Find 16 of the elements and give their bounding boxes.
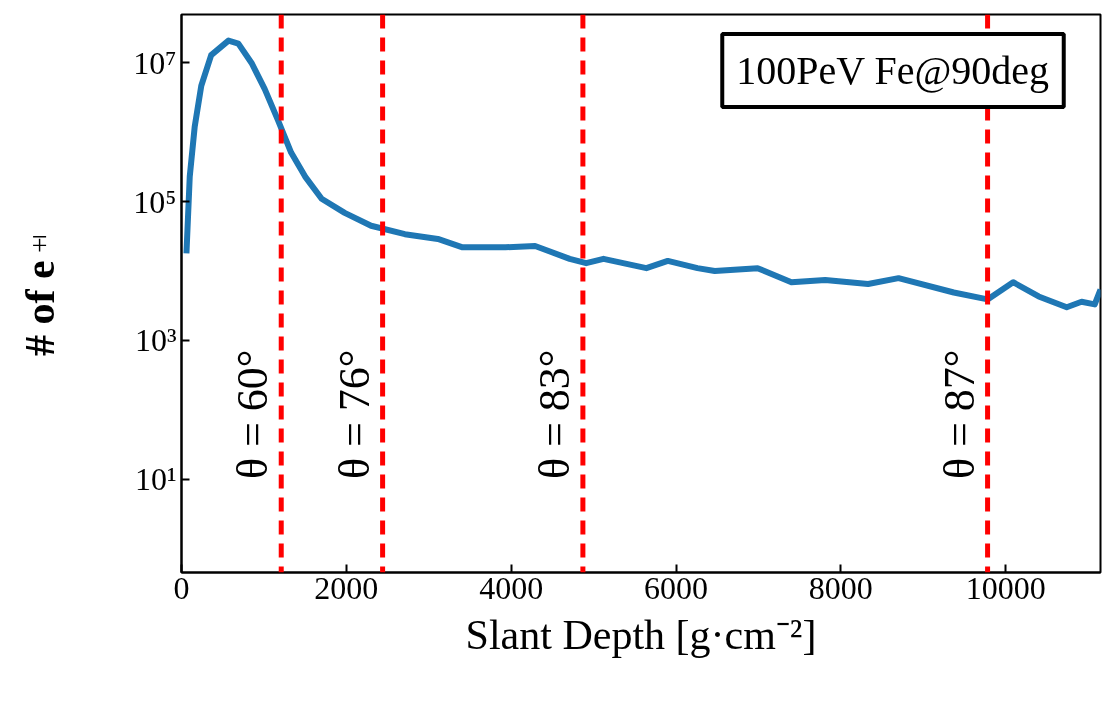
y-tick-label: 10⁵ [133, 183, 177, 220]
y-tick-label: 10³ [134, 322, 177, 359]
x-tick-label: 6000 [644, 569, 709, 606]
x-axis-title: Slant Depth [g·cm⁻²] [465, 611, 817, 658]
x-tick-label: 10000 [965, 569, 1046, 606]
x-tick-label: 8000 [808, 569, 873, 606]
annotation: θ = 87° [934, 349, 984, 480]
annotation: 100PeV Fe@90deg [736, 48, 1050, 94]
annotation: θ = 60° [228, 349, 278, 480]
x-tick-label: 2000 [314, 569, 379, 606]
annotation: θ = 83° [529, 349, 579, 480]
y-tick-label: 10¹ [134, 461, 177, 498]
x-tick-label: 4000 [479, 569, 544, 606]
annotation: θ = 76° [329, 349, 379, 480]
x-tick-label: 0 [173, 569, 190, 606]
y-tick-label: 10⁷ [133, 44, 177, 81]
